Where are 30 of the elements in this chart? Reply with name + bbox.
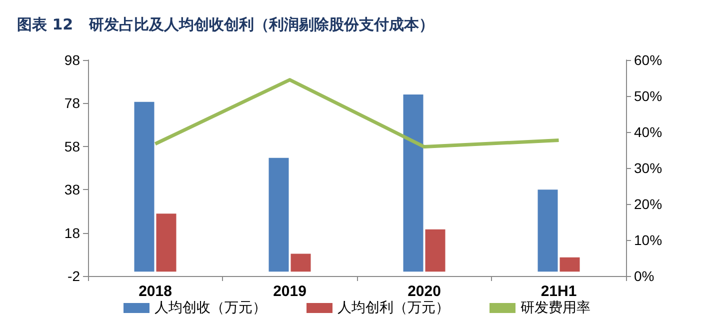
bar [425, 229, 446, 272]
bar [134, 102, 154, 272]
chart-title: 图表 12 研发占比及人均创收创利（利润剔除股份支付成本） [17, 16, 434, 34]
legend-label: 人均创利（万元） [338, 300, 450, 316]
y-tick-label: 78 [64, 95, 80, 112]
y2-tick-label: 60% [634, 52, 662, 68]
y2-tick-label: 30% [634, 160, 662, 176]
y-tick-label: 58 [64, 138, 80, 154]
y2-tick-label: 0% [634, 268, 654, 284]
y2-tick-label: 40% [634, 124, 662, 140]
line-series [154, 78, 560, 149]
bar [156, 214, 176, 272]
legend-label: 人均创收（万元） [154, 300, 266, 316]
y-tick-label: -2 [68, 268, 80, 284]
y-tick-label: 38 [64, 182, 80, 198]
x-tick-label: 2018 [138, 283, 172, 300]
bar [560, 257, 580, 272]
y2-tick-label: 20% [634, 196, 662, 212]
y2-tick-label: 10% [634, 232, 662, 248]
legend-label: 研发费用率 [520, 300, 590, 316]
x-tick-label: 2019 [273, 283, 306, 300]
bar [268, 158, 289, 272]
x-tick-label: 21H1 [540, 283, 577, 300]
bar [403, 94, 424, 272]
x-tick-label: 2020 [408, 283, 441, 300]
bar [538, 190, 558, 272]
bar [290, 254, 311, 272]
y-tick-label: 98 [64, 52, 80, 68]
y2-tick-label: 50% [634, 88, 662, 104]
y-tick-label: 18 [64, 224, 80, 241]
